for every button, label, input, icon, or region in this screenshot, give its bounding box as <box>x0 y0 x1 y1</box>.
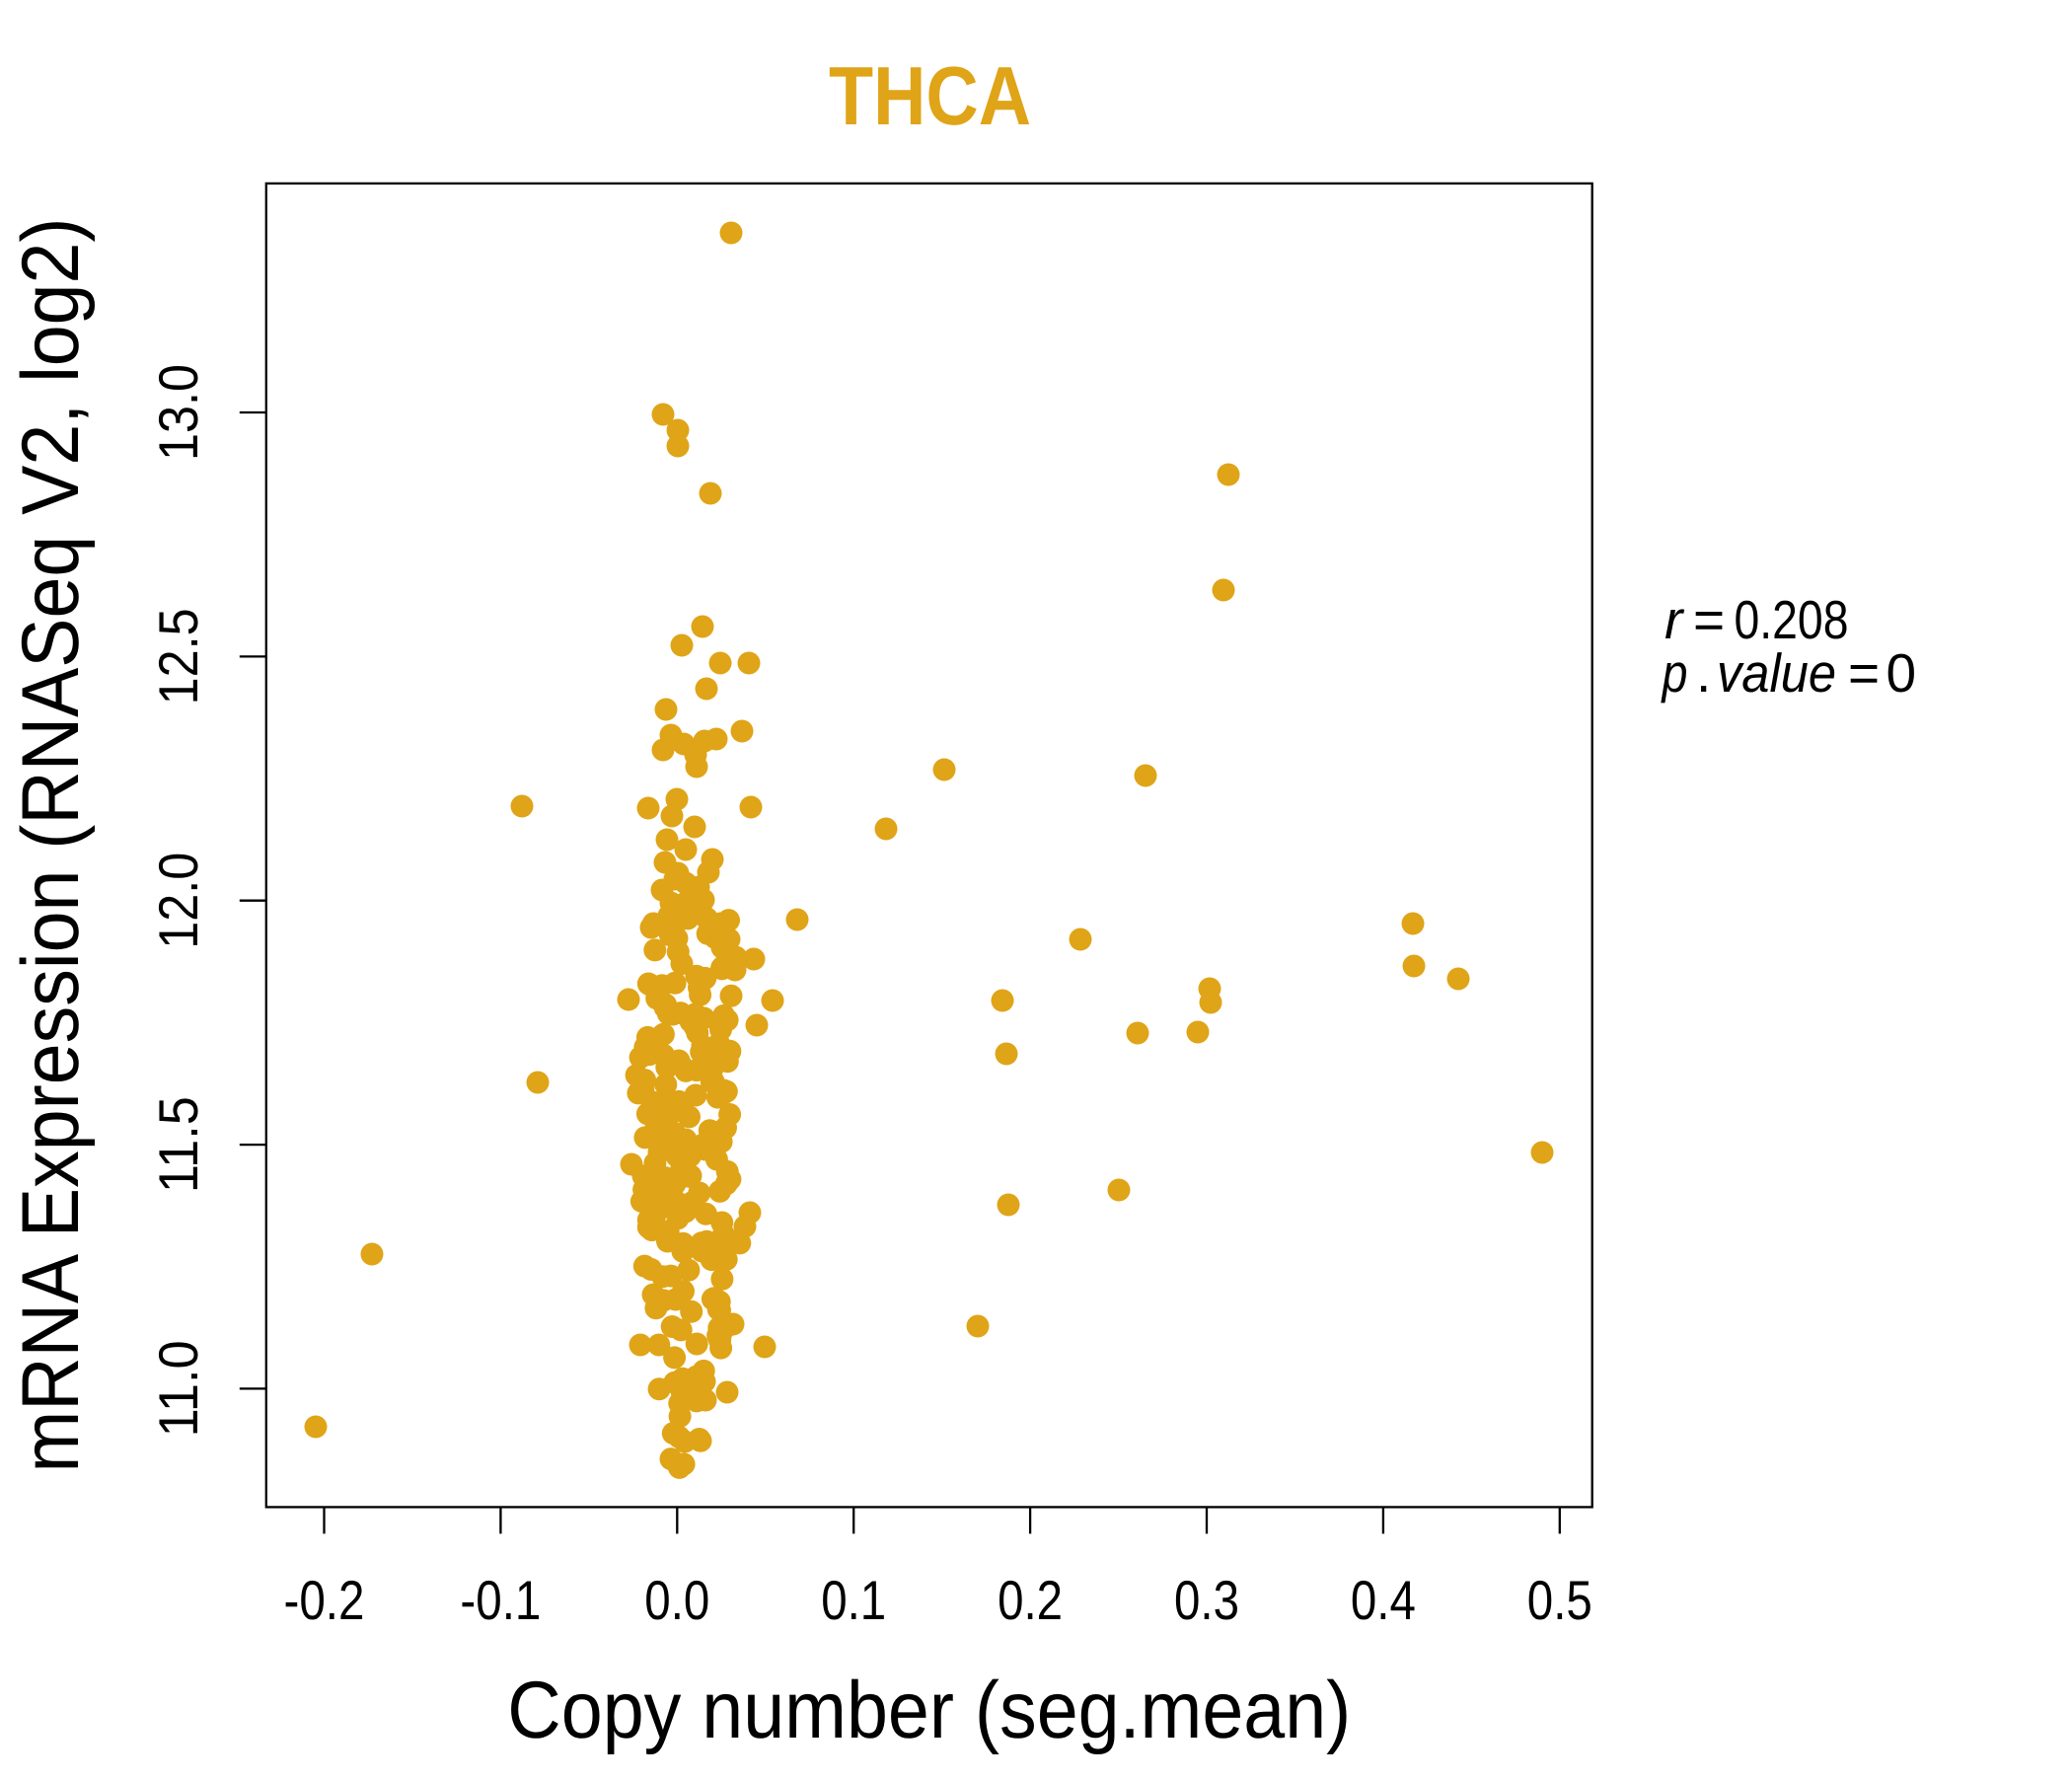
svg-text:12.5: 12.5 <box>147 608 209 705</box>
svg-text:-0.1: -0.1 <box>460 1569 541 1631</box>
svg-text:Copy number (seg.mean): Copy number (seg.mean) <box>507 1666 1351 1755</box>
svg-text:13.0: 13.0 <box>147 364 209 461</box>
svg-text:0.5: 0.5 <box>1527 1569 1592 1631</box>
svg-text:.: . <box>1696 642 1711 704</box>
svg-text:0.3: 0.3 <box>1174 1569 1239 1631</box>
svg-text:0.0: 0.0 <box>644 1569 709 1631</box>
svg-text:=: = <box>1848 642 1880 704</box>
svg-text:r: r <box>1665 589 1685 650</box>
svg-text:11.5: 11.5 <box>147 1096 209 1193</box>
svg-text:0: 0 <box>1887 642 1917 704</box>
svg-text:THCA: THCA <box>829 49 1031 142</box>
svg-text:0.1: 0.1 <box>821 1569 886 1631</box>
svg-text:mRNA Expression (RNASeq V2, lo: mRNA Expression (RNASeq V2, log2) <box>6 218 96 1473</box>
svg-text:value: value <box>1717 642 1836 704</box>
svg-text:0.4: 0.4 <box>1351 1569 1416 1631</box>
svg-text:0.2: 0.2 <box>998 1569 1063 1631</box>
svg-text:11.0: 11.0 <box>147 1340 209 1437</box>
svg-text:-0.2: -0.2 <box>284 1569 365 1631</box>
svg-text:p: p <box>1661 642 1688 704</box>
svg-text:0.208: 0.208 <box>1735 589 1849 650</box>
svg-text:12.0: 12.0 <box>147 853 209 949</box>
svg-text:=: = <box>1693 589 1725 650</box>
